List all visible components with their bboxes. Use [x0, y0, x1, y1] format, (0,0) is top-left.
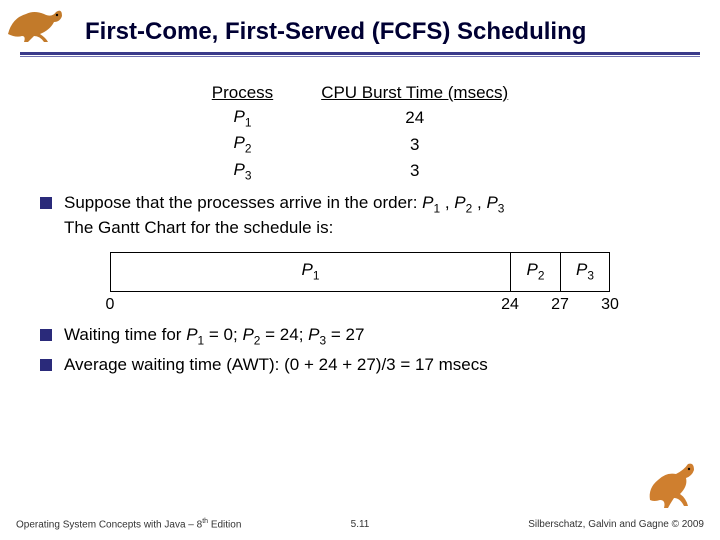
- col-burst: CPU Burst Time (msecs): [297, 81, 532, 105]
- footer-page: 5.11: [351, 519, 370, 530]
- col-process: Process: [188, 81, 297, 105]
- dino-icon-right: [644, 460, 700, 512]
- bullet-icon: [40, 359, 52, 371]
- gantt-chart: P1P2P3 0242730: [110, 252, 610, 318]
- gantt-cell: P1: [110, 253, 510, 291]
- footer-left: Operating System Concepts with Java – 8t…: [16, 518, 241, 530]
- awt-text: Average waiting time (AWT): (0 + 24 + 27…: [64, 354, 488, 377]
- footer-right: Silberschatz, Galvin and Gagne © 2009: [528, 519, 704, 530]
- table-row: P33: [188, 158, 532, 184]
- process-table: Process CPU Burst Time (msecs) P124P23P3…: [188, 81, 532, 184]
- gantt-tick: 24: [501, 296, 519, 314]
- table-row: P23: [188, 131, 532, 157]
- table-header-row: Process CPU Burst Time (msecs): [188, 81, 532, 105]
- gantt-tick: 0: [106, 296, 115, 314]
- bullet-awt: Average waiting time (AWT): (0 + 24 + 27…: [40, 354, 680, 377]
- gantt-cell: P2: [510, 253, 560, 291]
- table-row: P124: [188, 105, 532, 131]
- gantt-intro: The Gantt Chart for the schedule is:: [64, 218, 333, 237]
- gantt-cell: P3: [560, 253, 610, 291]
- bullet-icon: [40, 329, 52, 341]
- gantt-tick: 27: [551, 296, 569, 314]
- page-title: First-Come, First-Served (FCFS) Scheduli…: [85, 18, 700, 46]
- bullet-icon: [40, 197, 52, 209]
- bullet-waiting: Waiting time for P1 = 0; P2 = 24; P3 = 2…: [40, 324, 680, 348]
- gantt-tick: 30: [601, 296, 619, 314]
- suppose-text: Suppose that the processes arrive in the…: [64, 193, 422, 212]
- bullet-suppose: Suppose that the processes arrive in the…: [40, 192, 680, 239]
